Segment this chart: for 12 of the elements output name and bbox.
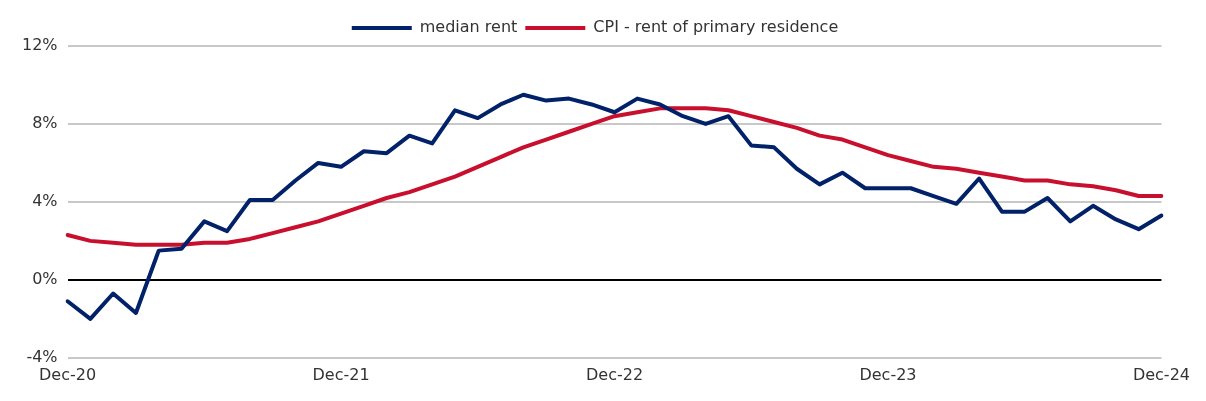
- x-tick-label: Dec-22: [585, 364, 644, 384]
- y-tick-label: 4%: [32, 191, 58, 211]
- y-tick-label: 8%: [32, 113, 58, 133]
- y-tick-label: -4%: [26, 346, 58, 366]
- y-tick-label: 12%: [22, 35, 58, 55]
- x-tick-label: Dec-23: [859, 364, 917, 384]
- legend-label: CPI - rent of primary residence: [593, 17, 839, 37]
- x-tick-label: Dec-20: [39, 364, 97, 384]
- x-tick-label: Dec-21: [312, 364, 370, 384]
- legend-label: median rent: [419, 17, 518, 37]
- x-tick-label: Dec-24: [1132, 364, 1190, 384]
- y-tick-label: 0%: [32, 269, 58, 289]
